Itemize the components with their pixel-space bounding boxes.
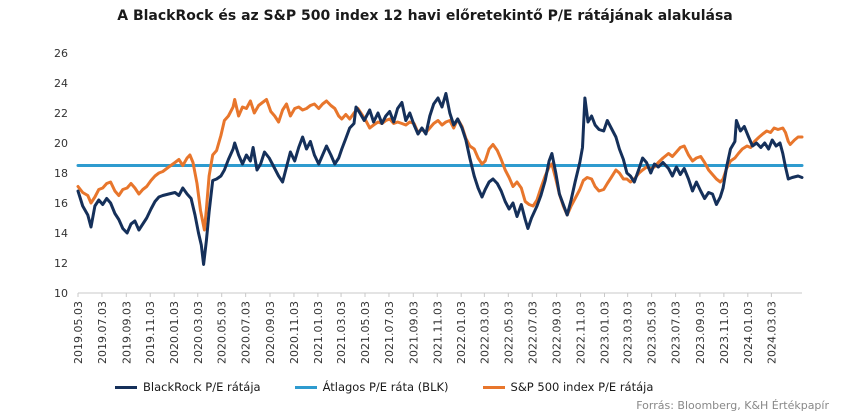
legend-label-blackrock: BlackRock P/E rátája: [143, 380, 261, 394]
y-tick-label: 16: [54, 197, 68, 210]
x-tick-label: 2024.01.03: [742, 301, 755, 364]
x-tick-label: 2020.09.03: [264, 301, 277, 364]
x-tick-label: 2021.03.03: [335, 301, 348, 364]
legend: BlackRock P/E rátája Átlagos P/E ráta (B…: [115, 380, 687, 394]
x-tick-label: 2022.03.03: [478, 301, 491, 364]
x-tick-label: 2023.03.03: [622, 301, 635, 364]
x-tick-label: 2019.11.03: [144, 301, 157, 364]
y-tick-label: 20: [54, 137, 68, 150]
x-tick-label: 2023.07.03: [670, 301, 683, 364]
x-tick-label: 2024.03.03: [765, 301, 778, 364]
x-tick-label: 2021.11.03: [431, 301, 444, 364]
x-tick-label: 2021.01.03: [312, 301, 325, 364]
x-tick-label: 2020.03.03: [192, 301, 205, 364]
x-tick-label: 2022.01.03: [455, 301, 468, 364]
x-tick-labels: 2019.05.03 2019.07.03 2019.09.03 2019.11.03…: [72, 293, 778, 364]
x-tick-label: 2020.11.03: [288, 301, 301, 364]
x-tick-label: 2020.07.03: [240, 301, 253, 364]
series-layer: [76, 92, 804, 266]
legend-item-sp500: S&P 500 index P/E rátája: [482, 380, 654, 394]
x-tick-label: 2019.05.03: [72, 301, 85, 364]
legend-item-blackrock: BlackRock P/E rátája: [115, 380, 261, 394]
legend-swatch-average: [294, 385, 317, 389]
legend-swatch-blackrock: [115, 385, 137, 389]
x-tick-label: 2022.11.03: [575, 301, 588, 364]
y-tick-label: 24: [54, 77, 68, 90]
legend-label-average: Átlagos P/E ráta (BLK): [322, 380, 449, 394]
x-tick-label: 2023.01.03: [599, 301, 612, 364]
x-tick-label: 2019.09.03: [120, 301, 133, 364]
series-line-sp500: [76, 98, 804, 232]
x-tick-label: 2022.09.03: [551, 301, 564, 364]
x-tick-label: 2021.09.03: [407, 301, 420, 364]
y-tick-labels: 10 12 14 16 18 20 22 24 26: [54, 47, 68, 300]
series-line-blackrock: [76, 92, 804, 266]
y-tick-label: 14: [54, 227, 68, 240]
y-tick-label: 10: [54, 287, 68, 300]
y-tick-label: 18: [54, 167, 68, 180]
x-tick-label: 2022.07.03: [526, 301, 539, 364]
legend-label-sp500: S&P 500 index P/E rátája: [510, 380, 654, 394]
x-tick-label: 2023.09.03: [694, 301, 707, 364]
legend-item-average: Átlagos P/E ráta (BLK): [294, 380, 449, 394]
y-tick-label: 26: [54, 47, 68, 60]
x-tick-label: 2019.07.03: [96, 301, 109, 364]
x-tick-label: 2023.05.03: [646, 301, 659, 364]
x-tick-label: 2023.11.03: [718, 301, 731, 364]
x-tick-label: 2020.05.03: [216, 301, 229, 364]
source-note: Forrás: Bloomberg, K&H Értékpapír: [636, 399, 829, 412]
x-tick-label: 2020.01.03: [168, 301, 181, 364]
chart-title: A BlackRock és az S&P 500 index 12 havi …: [117, 8, 733, 24]
x-tick-label: 2021.05.03: [359, 301, 372, 364]
y-tick-label: 12: [54, 257, 68, 270]
x-tick-label: 2021.07.03: [383, 301, 396, 364]
y-tick-label: 22: [54, 107, 68, 120]
legend-swatch-sp500: [482, 385, 505, 389]
x-tick-label: 2022.05.03: [502, 301, 515, 364]
